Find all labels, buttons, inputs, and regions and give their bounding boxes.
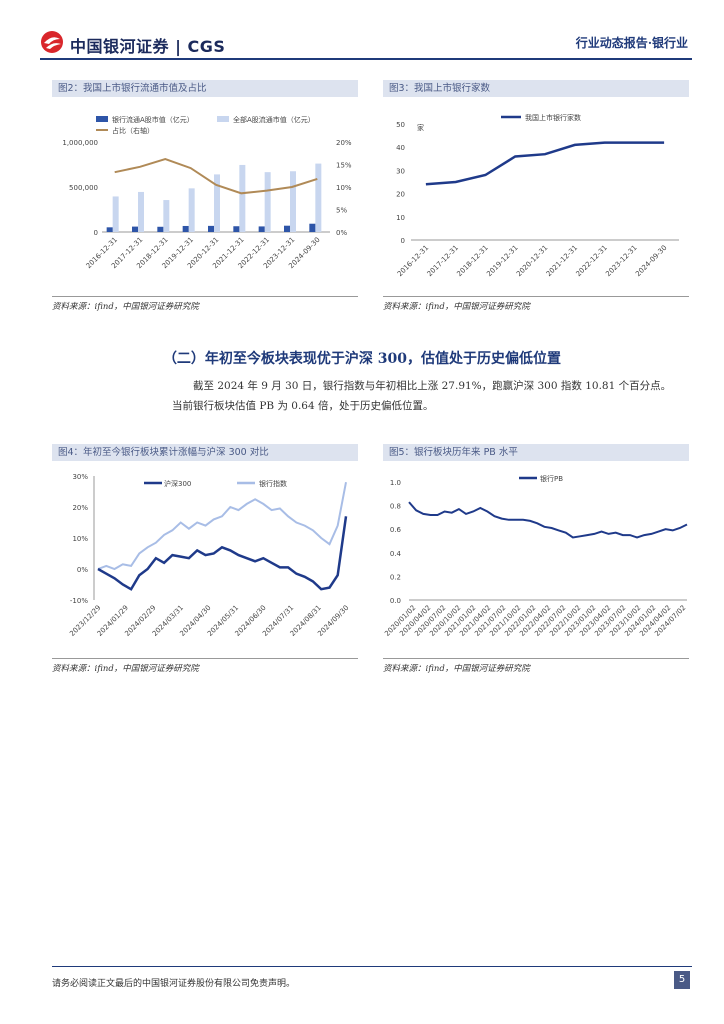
fig2-bar-bank [182,225,189,232]
fig2-bar-bank [106,227,113,232]
fig2-ratio-line [114,158,318,195]
fig5-y-tick: 0.8 [390,503,401,511]
brand-name-en: CGS [187,37,226,56]
fig3-title: 图3：我国上市银行家数 [383,80,689,97]
footer-disclaimer: 请务必阅读正文最后的中国银河证券股份有限公司免责声明。 [52,979,296,989]
page-number: 5 [674,971,690,989]
fig2-bar-all [315,163,322,232]
fig5-y-tick: 1.0 [390,479,401,487]
fig2-bar-all [214,174,220,232]
fig2-title: 图2：我国上市银行流通市值及占比 [52,80,358,97]
fig2-source-rule [52,296,358,297]
fig4-bank-line [97,482,347,571]
section-title: （二）年初至今板块表现优于沪深 300，估值处于历史偏低位置 [162,351,562,367]
fig2-y-right-tick: 0% [336,229,347,237]
fig2-bar-bank [258,226,265,232]
fig3-chart: 我国上市银行家数家010203040502016-12-312017-12-31… [396,113,679,278]
fig5-y-tick: 0.4 [390,550,402,558]
fig5-y-tick: 0.0 [390,597,401,605]
footer-rule [52,966,692,967]
fig2-y-right-tick: 20% [336,139,352,147]
fig5-title: 图5：银行板块历年来 PB 水平 [383,444,689,461]
fig2-y-right-tick: 10% [336,184,352,192]
fig2-y-left-tick: 500,000 [69,184,98,192]
fig3-legend: 我国上市银行家数 [525,113,581,122]
fig3-line [425,141,665,186]
report-type: 行业动态报告 [575,36,648,50]
fig4-y-tick: 20% [72,504,88,512]
fig4-legend-bank: 银行指数 [259,479,287,488]
fig2-legend-swatch-bank [96,116,108,122]
logo-mark-icon [41,31,63,53]
fig2-bar-all [138,191,144,232]
fig4-chart: 沪深300 银行指数-10%0%10%20%30%2023/12/292024/0… [68,473,350,638]
fig4-y-tick: -10% [70,597,88,605]
fig3-y-tick: 0 [401,237,405,245]
fig2-legend-all: 全部A股流通市值（亿元） [233,115,315,124]
fig2-legend-bank: 银行流通A股市值（亿元） [112,115,194,124]
fig4-y-tick: 30% [72,473,88,481]
fig2-legend-swatch-all [217,116,229,122]
fig3-y-tick: 20 [396,191,405,199]
fig3-y-tick: 10 [396,214,405,222]
section-paragraph: 截至 2024 年 9 月 30 日，银行指数与年初相比上涨 27.91%，跑赢… [172,380,672,412]
fig2-source: 资料来源：ifind，中国银河证券研究院 [52,302,199,312]
fig5-source-rule [383,658,689,659]
fig2-y-right-tick: 15% [336,162,352,170]
fig4-y-tick: 0% [77,566,88,574]
fig4-hs300-line [97,516,348,591]
fig2-chart: 银行流通A股市值（亿元） 全部A股流通市值（亿元） 占比（右轴） 0 500,000 1,… [62,115,352,270]
fig2-bar-bank [157,226,164,232]
fig5-chart: 银行PB0.00.20.40.60.81.02020/01/022020/04/… [383,474,688,638]
fig2-bar-bank [309,223,316,232]
fig2-bar-all [239,164,246,232]
fig5-y-tick: 0.6 [390,526,402,534]
fig3-source-rule [383,296,689,297]
industry-name: ·银行业 [647,36,688,50]
fig3-y-tick: 30 [396,167,405,175]
fig2-y-left-tick: 0 [94,229,98,237]
fig5-source: 资料来源：ifind，中国银河证券研究院 [383,664,530,674]
fig2-bar-all [290,171,296,232]
fig4-legend-hs300: 沪深300 [164,479,191,488]
fig2-bar-all [188,188,195,232]
fig3-y-tick: 50 [396,121,405,129]
fig3-source: 资料来源：ifind，中国银河证券研究院 [383,302,530,312]
fig2-bar-bank [233,226,240,232]
brand-name-cn: 中国银河证券 [70,37,170,56]
fig4-title: 图4：年初至今银行板块累计涨幅与沪深 300 对比 [52,444,358,461]
fig5-pb-line [408,501,688,539]
fig4-source: 资料来源：ifind，中国银河证券研究院 [52,664,199,674]
fig2-bar-all [264,172,271,232]
fig3-y-tick: 40 [396,144,405,152]
brand-logo [40,30,64,54]
fig3-x-tick: 2024-09-30 [634,244,668,278]
fig5-y-tick: 0.2 [390,573,401,581]
fig2-bar-all [163,200,170,232]
fig4-y-tick: 10% [72,535,88,543]
fig2-bar-bank [208,225,214,232]
fig2-legend-ratio: 占比（右轴） [112,126,154,135]
fig2-y-left-tick: 1,000,000 [62,139,98,147]
header-rule [40,58,692,60]
fig4-source-rule [52,658,358,659]
fig3-y-label: 家 [417,123,424,132]
fig2-bar-bank [284,225,290,232]
fig2-bar-all [112,196,119,232]
fig2-bar-bank [132,226,138,232]
fig2-y-right-tick: 5% [336,207,347,215]
fig5-legend: 银行PB [540,474,563,483]
